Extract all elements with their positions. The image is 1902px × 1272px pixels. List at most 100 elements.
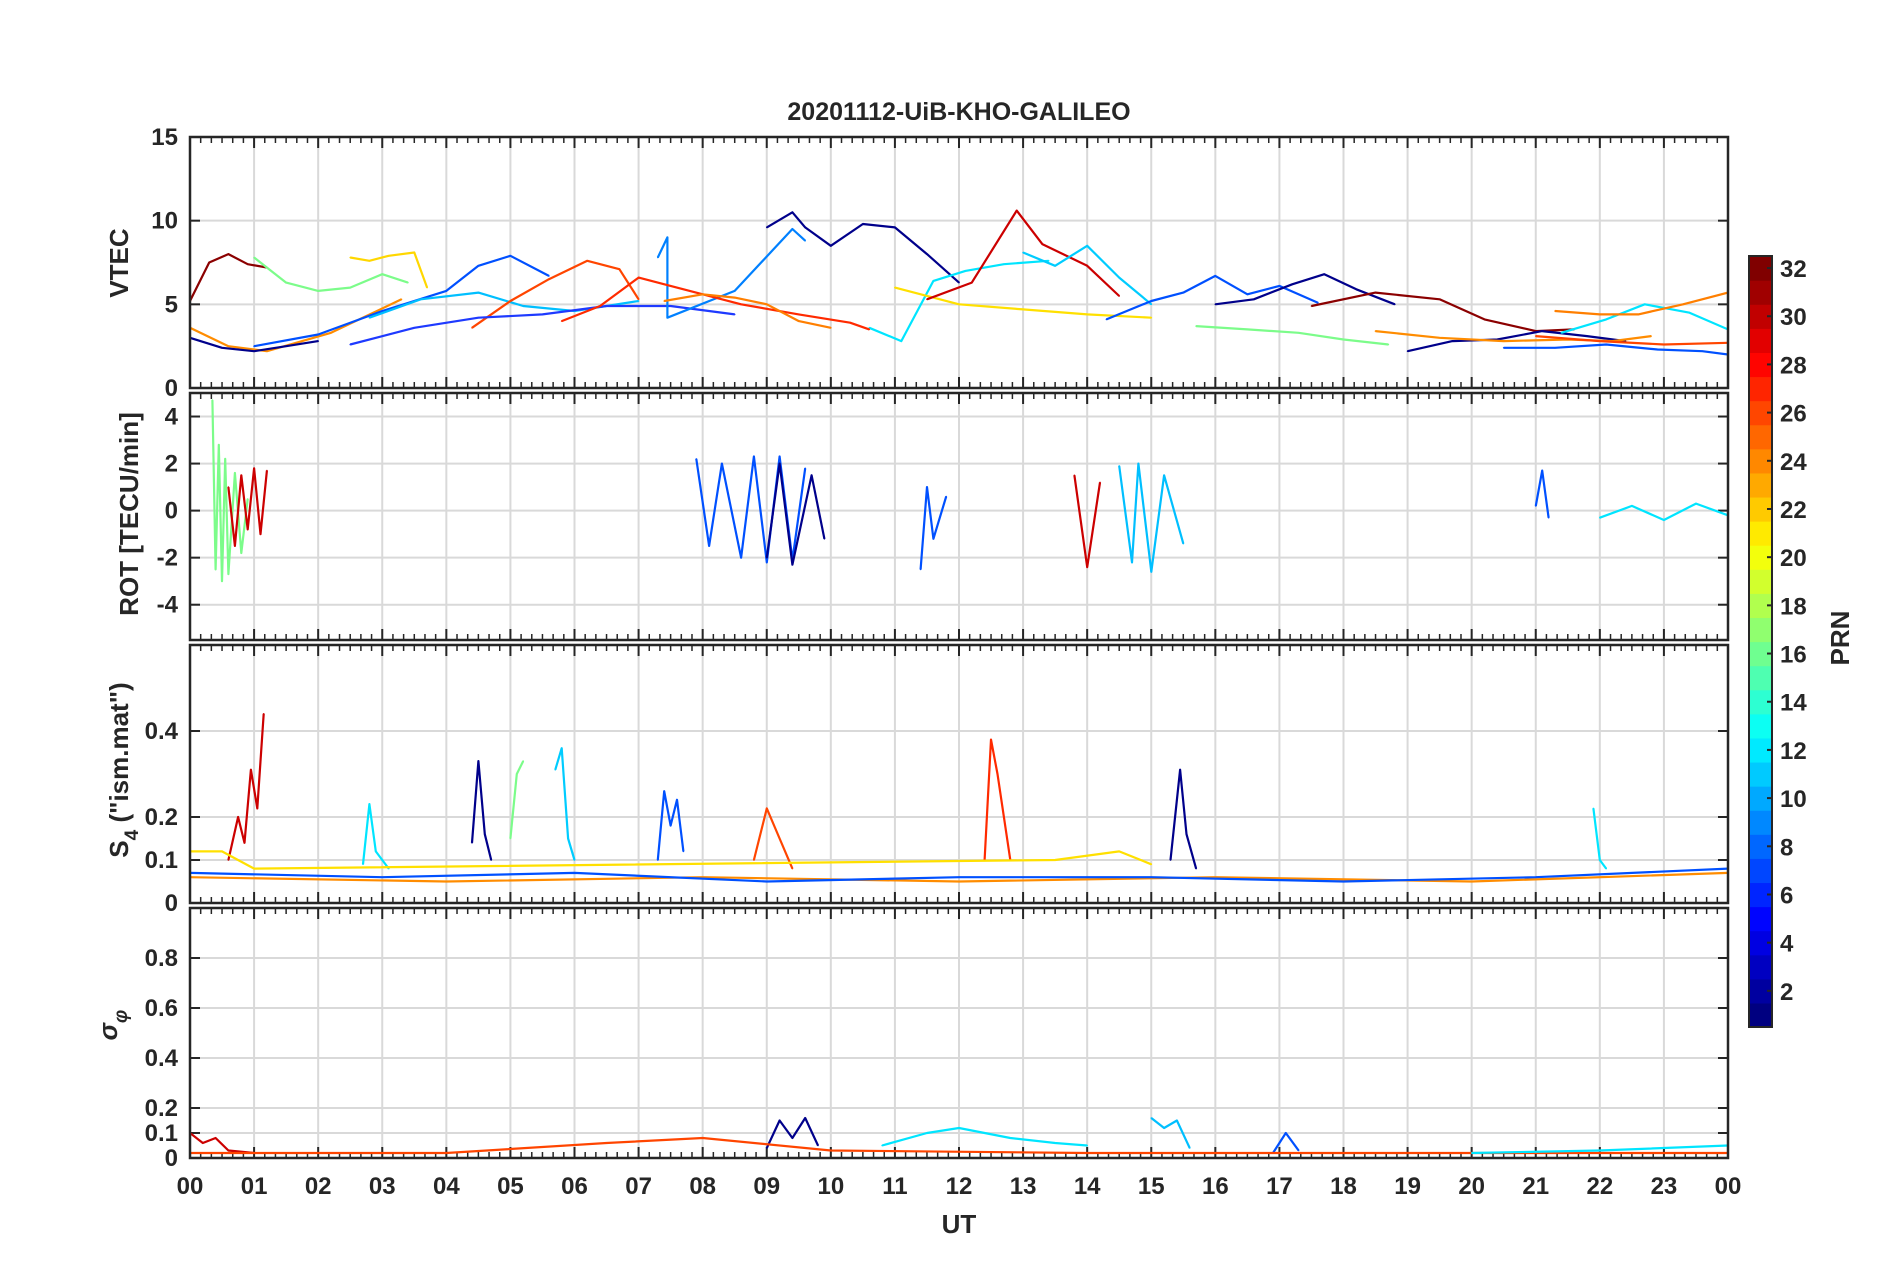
colorbar-cell — [1749, 496, 1772, 522]
colorbar-cell — [1749, 906, 1772, 932]
data-point — [766, 556, 768, 559]
data-point — [1438, 298, 1441, 301]
data-point — [445, 1152, 448, 1154]
data-point — [407, 281, 409, 284]
x-tick-label: 23 — [1651, 1173, 1678, 1200]
data-point — [1599, 1149, 1601, 1152]
data-point — [1182, 542, 1185, 545]
data-point — [868, 328, 871, 331]
series-line — [471, 259, 640, 329]
data-point — [349, 286, 352, 289]
vtec-panel: 0 5 10 15 VTEC — [104, 124, 1730, 402]
data-point — [285, 345, 287, 348]
series-line — [190, 1136, 1728, 1155]
data-point — [1470, 880, 1473, 883]
y-tick-label: 0 — [165, 1145, 178, 1172]
colorbar-tick-label: 20 — [1780, 545, 1807, 572]
colorbar-cell — [1749, 810, 1772, 835]
data-point — [221, 580, 223, 582]
y-tick-label: 0 — [165, 375, 178, 402]
data-point — [471, 327, 473, 329]
data-point — [791, 1137, 794, 1139]
data-point — [926, 298, 928, 301]
data-point — [317, 340, 320, 342]
data-point — [1291, 283, 1293, 286]
x-tick-label: 08 — [689, 1173, 716, 1200]
sigma-panel: 00.10.2 0.4 0.6 0.8 σφ — [93, 906, 1730, 1172]
data-point — [214, 568, 217, 571]
y-tick-label: 0.2 — [145, 804, 178, 831]
data-point — [246, 498, 249, 500]
data-point — [666, 236, 669, 239]
data-point — [894, 286, 896, 289]
series-line — [1118, 462, 1185, 573]
data-point — [1214, 275, 1217, 277]
data-point — [1631, 505, 1633, 507]
series-group — [211, 399, 1728, 583]
data-point — [1054, 859, 1056, 861]
y-tick-label: -2 — [157, 545, 178, 572]
data-point — [202, 1142, 204, 1144]
data-point — [1246, 328, 1249, 331]
data-point — [227, 486, 230, 488]
data-point — [349, 256, 352, 259]
colorbar-cell — [1749, 882, 1772, 908]
colorbar-cell — [1749, 569, 1772, 594]
data-point — [522, 305, 524, 307]
data-point — [1605, 318, 1607, 321]
data-point — [246, 263, 249, 266]
data-point — [509, 300, 512, 302]
data-point — [1009, 1137, 1012, 1139]
data-point — [804, 239, 806, 242]
data-point — [266, 350, 268, 353]
data-point — [958, 876, 960, 878]
data-point — [227, 345, 230, 348]
data-point — [666, 316, 669, 319]
colorbar-tick-label: 32 — [1780, 256, 1807, 283]
axes-frame — [188, 135, 1730, 390]
data-point — [1150, 876, 1153, 878]
data-point — [676, 799, 678, 801]
data-point — [823, 538, 826, 540]
data-point — [573, 872, 576, 874]
y-tick-label: 5 — [165, 291, 178, 318]
data-point — [1701, 350, 1704, 353]
data-point — [445, 880, 448, 883]
data-point — [1131, 561, 1133, 564]
time-axis: 00 01 02 03 04 05 06 07 08 09 10 11 12 13 14 15 16 17 18 19… — [177, 1173, 1742, 1200]
data-point — [1047, 260, 1050, 262]
data-point — [1041, 243, 1044, 245]
data-point — [317, 333, 320, 336]
data-point — [766, 1147, 768, 1149]
data-point — [221, 850, 223, 853]
data-point — [548, 275, 550, 277]
data-point — [1688, 311, 1691, 314]
colorbar-cell — [1749, 641, 1772, 667]
data-point — [445, 290, 448, 292]
data-point — [798, 320, 800, 322]
data-point — [1374, 291, 1377, 294]
series-line — [1503, 343, 1728, 356]
data-point — [733, 290, 736, 292]
data-point — [1323, 273, 1326, 276]
series-line — [1169, 768, 1198, 869]
colorbar-cell — [1749, 448, 1772, 474]
data-point — [1535, 505, 1537, 507]
data-point — [1406, 350, 1409, 353]
colorbar-tick-label: 10 — [1780, 786, 1807, 813]
data-point — [701, 1137, 704, 1139]
data-point — [381, 876, 384, 878]
data-point — [330, 332, 332, 334]
data-point — [1278, 285, 1281, 287]
data-point — [1342, 338, 1345, 341]
x-tick-label: 12 — [946, 1173, 973, 1200]
data-point — [669, 824, 672, 827]
data-point — [753, 455, 755, 458]
data-point — [253, 256, 255, 259]
data-point — [224, 458, 226, 460]
data-point — [509, 255, 512, 257]
data-point — [1022, 251, 1024, 254]
colorbar-cell — [1749, 954, 1772, 980]
data-point — [1310, 305, 1313, 307]
